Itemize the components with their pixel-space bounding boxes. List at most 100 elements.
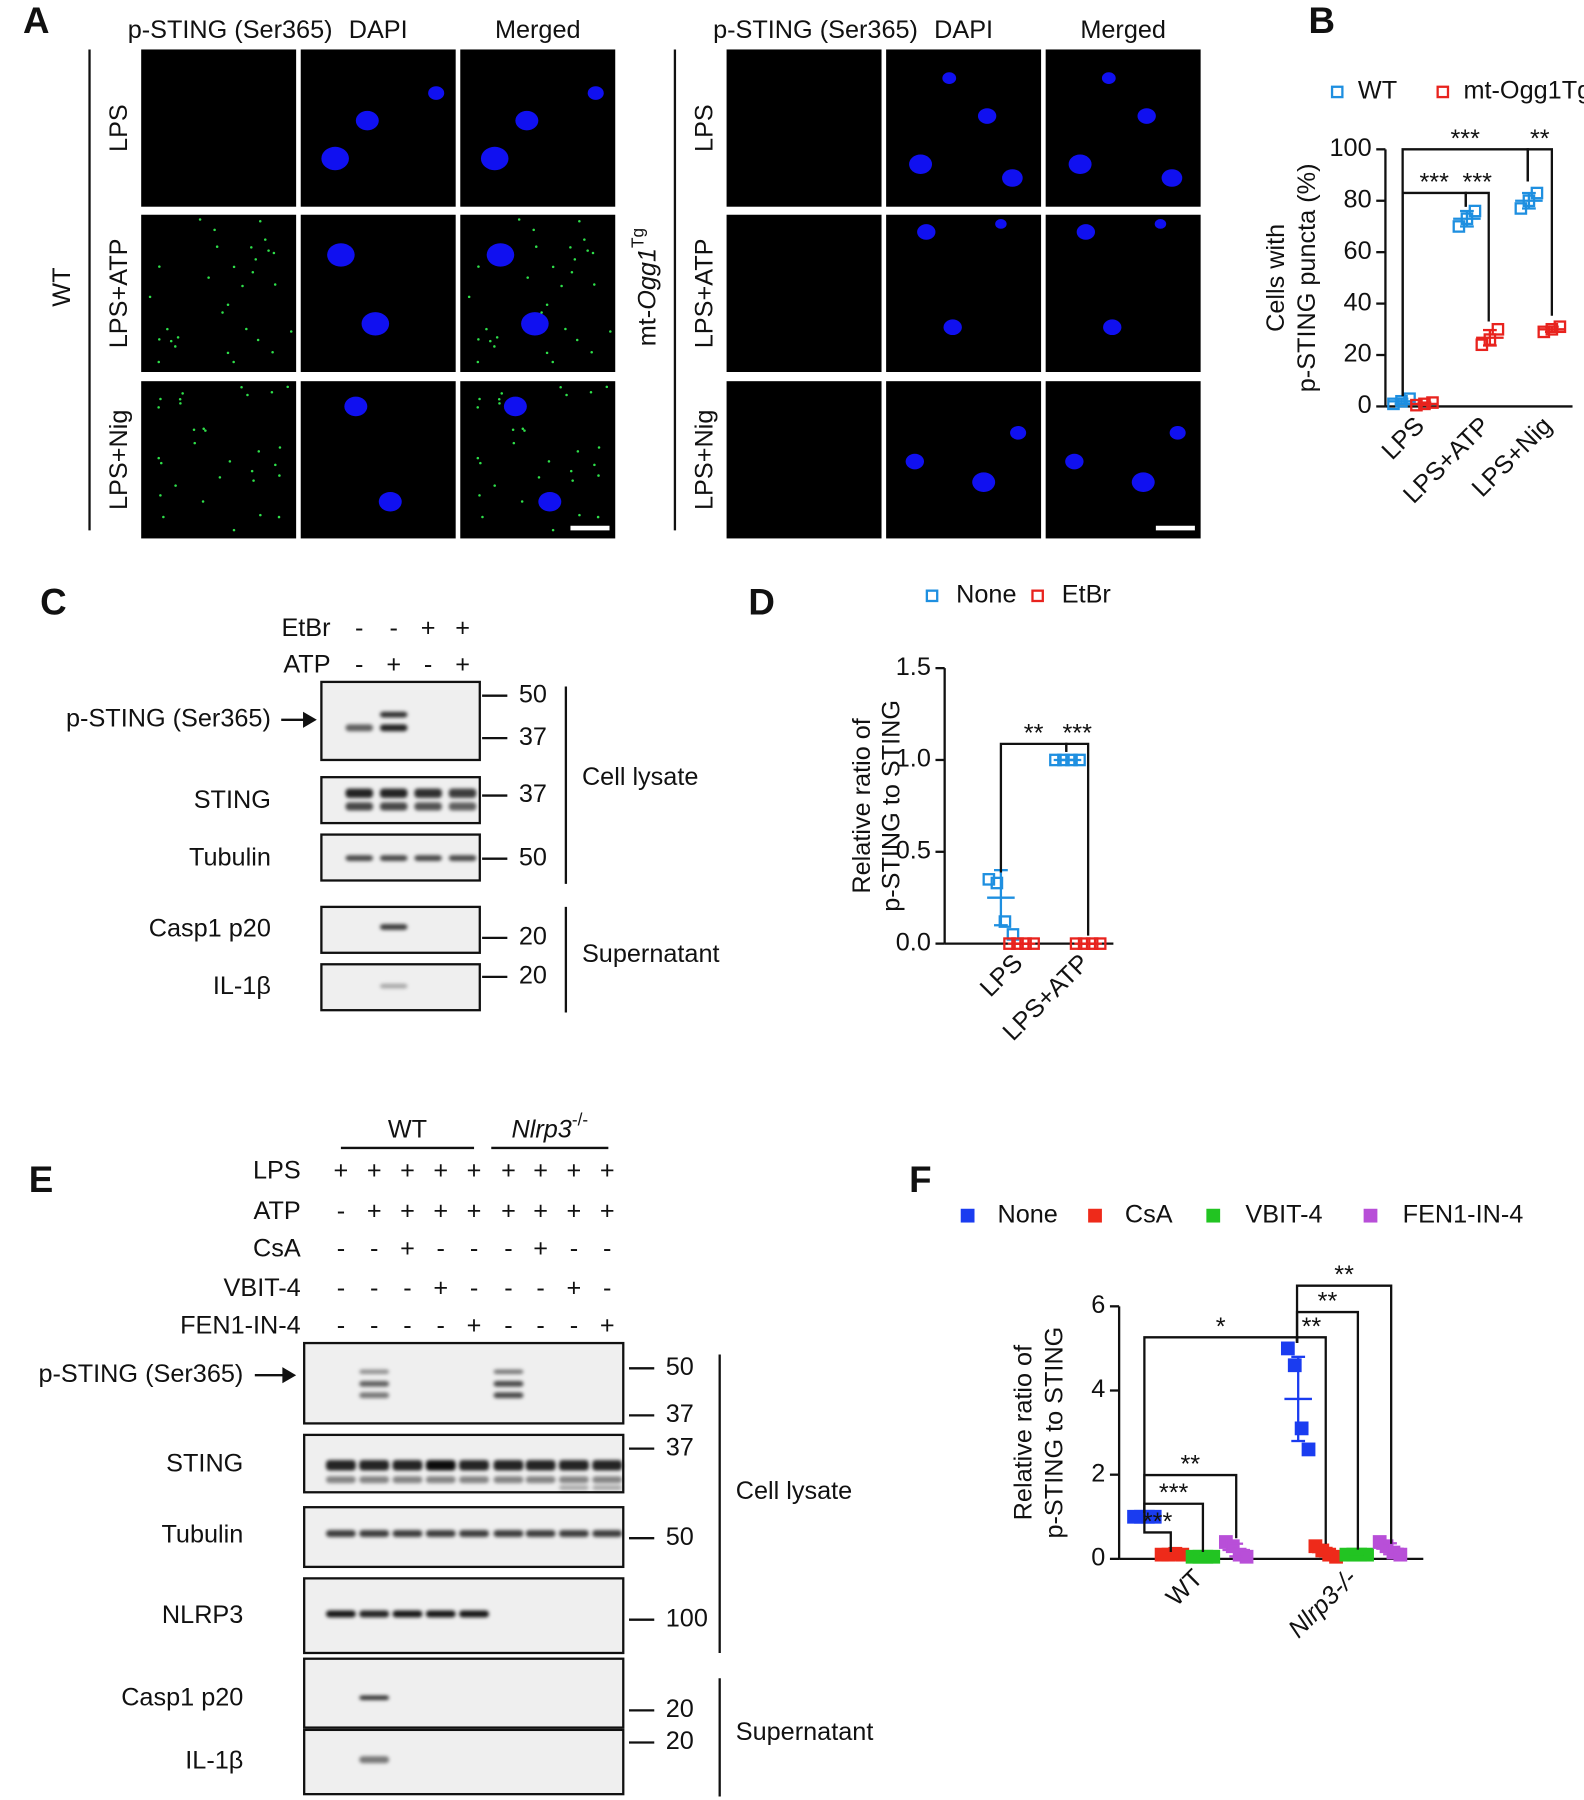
puncta <box>256 338 260 342</box>
band <box>493 1369 524 1375</box>
treatment-sign: - <box>437 1235 445 1263</box>
puncta <box>241 284 244 288</box>
nucleus <box>1076 224 1096 240</box>
x-tick-label: Nlrp3-/- <box>1283 1564 1362 1643</box>
band <box>558 1460 589 1471</box>
row-label: LPS+ATP <box>105 239 133 349</box>
row-label: LPS+ATP <box>691 239 719 349</box>
puncta <box>478 494 481 497</box>
puncta <box>478 397 481 401</box>
marker-label: 20 <box>519 923 547 951</box>
micrograph <box>460 214 616 372</box>
significance-bracket <box>1526 148 1554 316</box>
puncta <box>259 513 262 517</box>
y-tick-label: 40 <box>1344 288 1372 316</box>
treatment-sign: + <box>501 1157 516 1185</box>
treatment-sign: - <box>389 614 397 642</box>
band <box>379 983 408 989</box>
puncta <box>232 528 236 532</box>
puncta <box>286 385 289 389</box>
marker-label: 37 <box>666 1400 694 1428</box>
column-header: DAPI <box>349 16 408 44</box>
treatment-sign: - <box>504 1312 512 1340</box>
row-label: LPS+Nig <box>691 410 719 510</box>
puncta <box>477 265 480 268</box>
puncta <box>479 461 482 465</box>
puncta <box>192 428 196 431</box>
blot-label: STING <box>194 786 271 814</box>
band <box>345 724 374 732</box>
treatment-sign: + <box>367 1157 382 1185</box>
band <box>448 855 477 861</box>
puncta <box>511 428 515 431</box>
puncta <box>485 327 488 331</box>
blot-label: Tubulin <box>161 1521 243 1549</box>
puncta <box>575 338 579 342</box>
significance-label: ** <box>1302 1313 1322 1341</box>
band <box>359 1756 390 1764</box>
treatment-sign: - <box>370 1235 378 1263</box>
band <box>448 788 477 798</box>
treatment-sign: - <box>424 651 432 679</box>
puncta <box>570 270 574 274</box>
panel-label: F <box>909 1159 931 1200</box>
treatment-sign: + <box>455 651 470 679</box>
legend-swatch <box>1363 1208 1378 1223</box>
puncta <box>157 406 160 409</box>
puncta <box>245 327 248 331</box>
blot-label: p-STING (Ser365) <box>38 1360 243 1388</box>
significance-bracket <box>1065 742 1090 936</box>
band <box>325 1476 356 1484</box>
significance-label: *** <box>1463 168 1493 196</box>
band <box>414 802 442 811</box>
y-axis-label: Relative ratio of <box>848 717 876 893</box>
puncta <box>264 238 267 241</box>
puncta <box>564 327 567 331</box>
treatment-sign: + <box>600 1157 615 1185</box>
nucleus <box>321 146 349 171</box>
treatment-sign: + <box>433 1274 448 1302</box>
y-tick-label: 0.0 <box>896 928 931 956</box>
band <box>359 1530 390 1538</box>
puncta <box>545 351 549 355</box>
fraction-label: Cell lysate <box>582 763 698 791</box>
puncta <box>540 311 543 314</box>
puncta <box>158 338 161 341</box>
nucleus <box>361 312 390 336</box>
significance-bracket <box>1401 191 1467 397</box>
y-tick-label: 6 <box>1091 1291 1105 1319</box>
nucleus <box>587 86 604 100</box>
nucleus <box>1068 154 1092 174</box>
puncta <box>520 500 524 503</box>
significance-label: ** <box>1334 1261 1354 1289</box>
micrograph <box>300 381 456 539</box>
significance-label: *** <box>1450 125 1480 153</box>
band <box>459 1460 489 1471</box>
treatment-sign: - <box>403 1274 411 1302</box>
band <box>525 1530 556 1538</box>
puncta <box>489 339 492 343</box>
genotype-part: -/- <box>572 1109 588 1129</box>
puncta <box>228 460 232 463</box>
y-tick-label: 2 <box>1091 1459 1105 1487</box>
puncta <box>517 218 521 221</box>
panel-label: A <box>23 0 50 41</box>
panel-label: D <box>748 582 775 623</box>
treatment-sign: + <box>433 1197 448 1225</box>
treatment-label: CsA <box>253 1235 301 1263</box>
significance-label: *** <box>1143 1508 1173 1536</box>
micrograph <box>141 381 297 539</box>
y-axis-label: p-STING puncta (%) <box>1293 164 1321 393</box>
treatment-sign: + <box>533 1157 548 1185</box>
band <box>392 1610 423 1618</box>
puncta <box>159 494 162 497</box>
treatment-sign: + <box>567 1157 582 1185</box>
significance-bracket <box>1464 191 1490 322</box>
genotype-label: Nlrp3-/- <box>512 1109 589 1143</box>
band <box>379 924 408 930</box>
puncta <box>204 429 207 432</box>
band <box>425 1476 456 1484</box>
nucleus <box>486 243 515 267</box>
